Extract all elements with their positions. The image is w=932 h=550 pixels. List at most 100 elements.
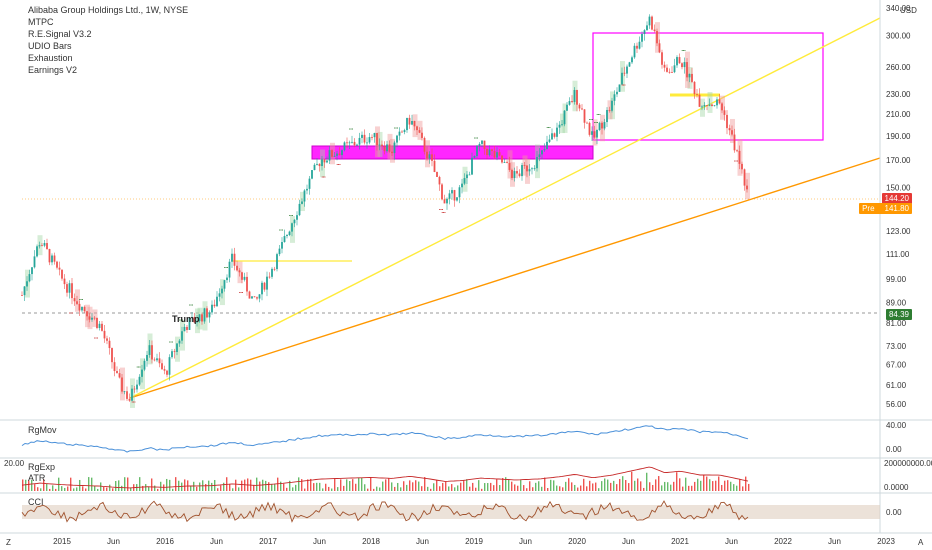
rgexp-bar: [532, 487, 534, 491]
y-tick-label: 300.00: [886, 31, 911, 40]
signal-marker: •••: [734, 158, 739, 163]
indicator-mtpc[interactable]: MTPC: [28, 17, 54, 27]
candle-body: [361, 134, 363, 138]
chart-title[interactable]: Alibaba Group Holdings Ltd., 1W, NYSE: [28, 5, 189, 15]
rgexp-bar: [442, 482, 444, 491]
candle-body: [123, 391, 126, 393]
candle-body: [36, 246, 38, 257]
candle-body: [63, 278, 66, 285]
indicator-exhaustion[interactable]: Exhaustion: [28, 53, 73, 63]
rgexp-bar: [589, 480, 591, 491]
rgexp-bar: [337, 487, 339, 491]
y-tick-label: 210.00: [886, 110, 911, 119]
rgexp-bar: [640, 481, 642, 491]
rgexp-label[interactable]: RgExp: [28, 462, 56, 472]
rgexp-bar: [70, 477, 72, 491]
candle-body: [386, 144, 388, 152]
rgexp-bar: [103, 486, 105, 491]
signal-marker: •••: [442, 210, 447, 215]
x-tick-label: Jun: [313, 537, 326, 546]
rgexp-bar: [424, 477, 426, 491]
candle-body: [378, 144, 381, 146]
rgexp-bar: [370, 477, 372, 491]
candle-body: [441, 184, 443, 200]
rgexp-bar: [712, 481, 714, 491]
indicator-earnings[interactable]: Earnings V2: [28, 65, 78, 75]
rgexp-bar: [259, 481, 261, 491]
rgexp-bar: [178, 480, 180, 491]
rgexp-bar: [586, 486, 588, 491]
rgexp-bar: [427, 486, 429, 491]
signal-marker: •••: [547, 125, 552, 130]
candle-body: [178, 340, 181, 344]
rgexp-bar: [373, 488, 375, 491]
rgmov-tick-top: 40.00: [886, 421, 907, 430]
candle-body: [288, 231, 291, 236]
indicator-resignal[interactable]: R.E.Signal V3.2: [28, 29, 92, 39]
rgexp-bar: [118, 480, 120, 491]
rgexp-bar: [49, 488, 51, 491]
rgexp-bar: [607, 479, 609, 491]
candle-body: [658, 43, 661, 53]
y-tick-label: 340.00: [886, 4, 911, 13]
rgexp-bar: [184, 479, 186, 491]
candle-body: [603, 122, 606, 129]
candle-body: [281, 242, 283, 249]
candle-body: [363, 134, 366, 143]
rgexp-bar: [733, 484, 735, 491]
rgexp-bar: [526, 488, 528, 491]
rgexp-bar: [505, 477, 507, 491]
candle-body: [626, 66, 628, 74]
candle-body: [271, 268, 273, 277]
signal-marker: •••: [132, 399, 137, 404]
signal-marker: •••: [589, 116, 594, 121]
candle-body: [648, 16, 651, 26]
rgexp-bar: [121, 485, 123, 491]
candle-body: [541, 150, 543, 155]
candle-body: [638, 41, 641, 49]
x-tick-label: 2017: [259, 537, 277, 546]
candle-body: [216, 296, 218, 307]
rgexp-bar: [292, 487, 294, 491]
rgexp-bar: [475, 487, 477, 491]
candle-body: [713, 105, 716, 107]
rgexp-bar: [466, 479, 468, 491]
candle-body: [71, 283, 73, 299]
signal-shade: [237, 261, 243, 284]
rgexp-bar: [295, 484, 297, 491]
candle-body: [238, 270, 241, 273]
signal-shade: [687, 67, 693, 89]
candle-body: [636, 45, 638, 49]
rgexp-bar: [694, 481, 696, 491]
candle-body: [696, 94, 698, 95]
candle-body: [438, 176, 441, 185]
atr-label[interactable]: ATR: [28, 473, 46, 483]
candle-body: [483, 140, 486, 149]
candle-body: [161, 363, 163, 370]
signal-marker: •••: [239, 289, 244, 294]
candle-body: [651, 16, 653, 30]
candle-body: [488, 149, 491, 156]
candle-body: [283, 236, 286, 243]
price-tag-level: 84.39: [885, 309, 912, 320]
candle-body: [421, 132, 423, 138]
legend: Alibaba Group Holdings Ltd., 1W, NYSE MT…: [28, 4, 188, 76]
rgexp-bar: [403, 481, 405, 491]
candle-body: [176, 343, 178, 353]
rgmov-label[interactable]: RgMov: [28, 425, 57, 435]
cci-label[interactable]: CCI: [28, 497, 44, 507]
rgexp-bar: [688, 485, 690, 491]
rgexp-bar: [463, 481, 465, 491]
candle-body: [468, 174, 471, 176]
candle-body: [341, 150, 343, 156]
indicator-udio-bars[interactable]: UDIO Bars: [28, 41, 72, 51]
candle-body: [33, 256, 36, 268]
signal-shade: [707, 92, 713, 113]
candle-body: [411, 120, 413, 125]
signal-marker: •••: [224, 264, 229, 269]
candle-body: [233, 253, 236, 266]
rgexp-bar: [685, 477, 687, 491]
annotation-trump: Trump: [172, 314, 200, 324]
rgexp-bar: [253, 484, 255, 491]
